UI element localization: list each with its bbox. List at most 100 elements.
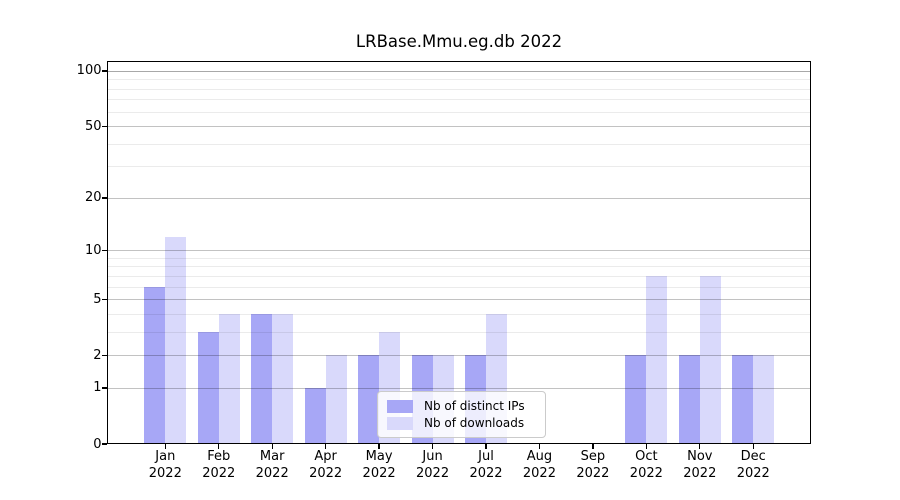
x-label-jul: Jul 2022 [456, 449, 516, 482]
x-label-year: 2022 [522, 465, 556, 481]
bar-nb-of-downloads-nov [699, 275, 721, 444]
gridline-20 [107, 197, 811, 199]
x-label-month: Dec [740, 449, 766, 464]
gridline-minor-70 [107, 99, 811, 101]
x-label-may: May 2022 [349, 449, 409, 482]
x-label-jan: Jan 2022 [135, 449, 195, 482]
bar-nb-of-downloads-mar [272, 313, 294, 444]
x-label-sep: Sep 2022 [563, 449, 623, 482]
y-tick-0 [102, 443, 107, 445]
legend: Nb of distinct IPs Nb of downloads [377, 391, 546, 438]
x-label-year: 2022 [255, 465, 289, 481]
gridline-minor-4 [107, 313, 811, 315]
gridline-1 [107, 387, 811, 389]
bar-nb-of-downloads-feb [218, 313, 240, 444]
chart-title: LRBase.Mmu.eg.db 2022 [355, 32, 563, 51]
x-label-month: Jun [422, 449, 443, 464]
bar-nb-of-downloads-dec [753, 355, 775, 444]
gridline-minor-60 [107, 111, 811, 113]
bar-nb-of-distinct-ips-nov [678, 355, 700, 444]
y-tick-10 [102, 249, 107, 251]
x-label-month: May [365, 449, 393, 464]
bar-nb-of-distinct-ips-oct [625, 355, 647, 444]
gridline-50 [107, 126, 811, 128]
y-label-10: 10 [84, 242, 102, 258]
x-label-month: Mar [259, 449, 285, 464]
x-label-month: Jan [155, 449, 176, 464]
x-label-year: 2022 [148, 465, 182, 481]
bar-nb-of-downloads-jan [165, 236, 187, 444]
x-tick-sep [592, 444, 594, 449]
legend-label-downloads: Nb of downloads [424, 415, 525, 430]
x-label-aug: Aug 2022 [509, 449, 569, 482]
bar-nb-of-distinct-ips-may [358, 355, 380, 444]
x-label-year: 2022 [683, 465, 717, 481]
x-label-year: 2022 [629, 465, 663, 481]
x-label-dec: Dec 2022 [723, 449, 783, 482]
gridline-10 [107, 250, 811, 252]
x-tick-jul [485, 444, 487, 449]
x-label-month: Apr [314, 449, 337, 464]
y-label-0: 0 [93, 436, 102, 452]
bar-nb-of-distinct-ips-dec [732, 355, 754, 444]
x-tick-apr [325, 444, 327, 449]
x-tick-jan [164, 444, 166, 449]
y-tick-2 [102, 354, 107, 356]
gridline-minor-9 [107, 257, 811, 259]
x-tick-feb [218, 444, 220, 449]
x-tick-aug [538, 444, 541, 449]
x-label-year: 2022 [309, 465, 343, 481]
bar-nb-of-downloads-oct [646, 275, 668, 444]
bar-nb-of-distinct-ips-feb [197, 331, 219, 444]
x-label-month: Nov [687, 449, 713, 464]
y-tick-20 [102, 197, 107, 199]
gridline-minor-3 [107, 331, 811, 333]
gridline-5 [107, 299, 811, 301]
y-label-2: 2 [93, 347, 102, 363]
x-label-month: Jul [478, 449, 494, 464]
x-label-year: 2022 [469, 465, 503, 481]
x-label-year: 2022 [416, 465, 450, 481]
gridline-minor-7 [107, 275, 811, 277]
bar-nb-of-downloads-apr [325, 355, 347, 444]
x-tick-may [378, 444, 380, 449]
gridline-minor-80 [107, 88, 811, 90]
bar-nb-of-distinct-ips-mar [251, 313, 273, 444]
gridline-minor-8 [107, 266, 811, 268]
y-label-5: 5 [93, 291, 102, 307]
legend-item-downloads: Nb of downloads [387, 416, 536, 431]
y-tick-50 [102, 125, 107, 127]
x-label-month: Aug [526, 449, 553, 464]
gridline-minor-40 [107, 143, 811, 145]
x-tick-jun [431, 444, 434, 449]
legend-item-distinct-ips: Nb of distinct IPs [387, 399, 536, 414]
x-label-year: 2022 [202, 465, 236, 481]
x-label-month: Oct [635, 449, 658, 464]
legend-swatch-downloads [387, 416, 413, 430]
x-label-nov: Nov 2022 [670, 449, 730, 482]
bar-nb-of-distinct-ips-apr [304, 387, 326, 444]
y-label-1: 1 [93, 380, 102, 396]
x-tick-nov [699, 444, 701, 449]
x-tick-dec [752, 444, 754, 449]
legend-label-distinct-ips: Nb of distinct IPs [424, 398, 525, 413]
y-tick-1 [102, 387, 107, 389]
x-label-year: 2022 [736, 465, 770, 481]
legend-swatch-distinct-ips [387, 399, 413, 413]
gridline-2 [107, 355, 811, 357]
x-label-feb: Feb 2022 [189, 449, 249, 482]
gridline-minor-30 [107, 166, 811, 168]
bar-nb-of-distinct-ips-jan [144, 286, 166, 444]
plot-area: Nb of distinct IPs Nb of downloads [107, 60, 811, 444]
gridline-minor-6 [107, 286, 811, 288]
y-tick-100 [102, 70, 107, 72]
x-label-year: 2022 [362, 465, 396, 481]
x-label-jun: Jun 2022 [403, 449, 463, 482]
gridline-100 [107, 70, 811, 72]
x-label-apr: Apr 2022 [296, 449, 356, 482]
x-tick-mar [271, 444, 273, 449]
x-tick-oct [645, 444, 647, 449]
x-label-oct: Oct 2022 [616, 449, 676, 482]
y-label-20: 20 [84, 190, 102, 206]
